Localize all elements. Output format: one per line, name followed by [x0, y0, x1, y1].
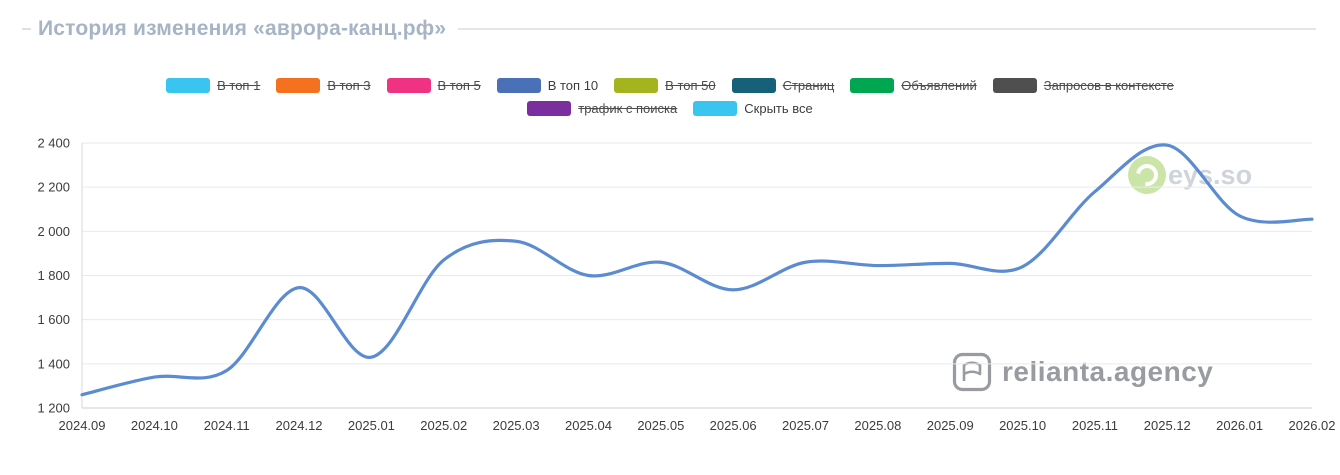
legend-label: Объявлений: [901, 78, 977, 93]
legend-item-top50[interactable]: В топ 50: [614, 78, 716, 93]
svg-text:2 000: 2 000: [37, 224, 70, 239]
chart-plot-area[interactable]: 1 200 1 400 1 600 1 800 2 000 2 200 2 400 2024.…: [0, 128, 1340, 475]
svg-text:1 200: 1 200: [37, 401, 70, 416]
svg-text:2026.02: 2026.02: [1289, 418, 1336, 433]
legend-swatch-top5: [386, 78, 431, 93]
svg-text:2025.07: 2025.07: [782, 418, 829, 433]
svg-text:2025.02: 2025.02: [420, 418, 467, 433]
title-right-rule: [458, 28, 1316, 30]
svg-text:1 600: 1 600: [37, 312, 70, 327]
legend-swatch-ads: [850, 78, 895, 93]
legend-item-top10[interactable]: В топ 10: [496, 78, 599, 93]
legend-swatch-pages: [731, 78, 776, 93]
legend-item-ads[interactable]: Объявлений: [850, 78, 977, 93]
legend-label: Страниц: [782, 78, 835, 93]
legend-swatch-top50: [614, 78, 659, 93]
legend-item-top1[interactable]: В топ 1: [166, 78, 260, 93]
keys-so-logo-icon: [1128, 156, 1166, 194]
chart-title-row: История изменения «аврора-канц.рф»: [22, 17, 1316, 41]
legend-swatch-top1: [166, 78, 211, 93]
title-left-rule: [22, 28, 31, 30]
legend-swatch-top3: [276, 78, 321, 93]
svg-text:2025.06: 2025.06: [710, 418, 757, 433]
legend-item-top3[interactable]: В топ 3: [276, 78, 371, 93]
svg-text:2024.09: 2024.09: [59, 418, 106, 433]
legend-label: В топ 10: [547, 78, 599, 93]
chart-legend: В топ 1 В топ 3 В топ 5 В топ 10 В топ 50 Стр…: [0, 78, 1340, 116]
svg-text:2025.04: 2025.04: [565, 418, 612, 433]
svg-text:2025.08: 2025.08: [854, 418, 901, 433]
svg-text:2 200: 2 200: [37, 180, 70, 195]
legend-item-pages[interactable]: Страниц: [731, 78, 835, 93]
svg-text:2025.03: 2025.03: [493, 418, 540, 433]
keys-so-watermark: eys.so: [1128, 156, 1252, 194]
relianta-watermark: relianta.agency: [952, 352, 1213, 392]
legend-item-top5[interactable]: В топ 5: [386, 78, 481, 93]
svg-text:1 400: 1 400: [37, 356, 70, 371]
svg-text:1 800: 1 800: [37, 268, 70, 283]
svg-text:2025.09: 2025.09: [927, 418, 974, 433]
legend-swatch-hideall: [693, 101, 738, 116]
legend-label: В топ 50: [665, 78, 716, 93]
svg-text:2025.12: 2025.12: [1144, 418, 1191, 433]
legend-row-2: трафик с поиска Скрыть все: [0, 101, 1340, 116]
svg-text:2025.05: 2025.05: [637, 418, 684, 433]
legend-swatch-context: [992, 78, 1037, 93]
svg-text:2025.10: 2025.10: [999, 418, 1046, 433]
svg-text:2024.10: 2024.10: [131, 418, 178, 433]
legend-label: Скрыть все: [744, 101, 813, 116]
svg-text:2024.12: 2024.12: [276, 418, 323, 433]
legend-swatch-top10: [496, 78, 541, 93]
page-title: История изменения «аврора-канц.рф»: [38, 17, 447, 40]
svg-text:2025.01: 2025.01: [348, 418, 395, 433]
legend-label: трафик с поиска: [578, 101, 678, 116]
svg-text:2024.11: 2024.11: [204, 418, 250, 433]
legend-row-1: В топ 1 В топ 3 В топ 5 В топ 10 В топ 50 Стр…: [0, 78, 1340, 93]
legend-label: Запросов в контексте: [1043, 78, 1174, 93]
legend-item-context[interactable]: Запросов в контексте: [992, 78, 1174, 93]
legend-item-hideall[interactable]: Скрыть все: [693, 101, 813, 116]
legend-swatch-traffic: [527, 101, 572, 116]
svg-text:2 400: 2 400: [37, 136, 70, 151]
legend-label: В топ 1: [217, 78, 261, 93]
relianta-watermark-text: relianta.agency: [1002, 356, 1214, 387]
legend-item-traffic[interactable]: трафик с поиска: [527, 101, 677, 116]
legend-label: В топ 3: [327, 78, 371, 93]
svg-text:2026.01: 2026.01: [1216, 418, 1263, 433]
legend-label: В топ 5: [437, 78, 481, 93]
svg-text:2025.11: 2025.11: [1072, 418, 1118, 433]
line-chart[interactable]: 1 200 1 400 1 600 1 800 2 000 2 200 2 400 2024.…: [0, 128, 1340, 470]
